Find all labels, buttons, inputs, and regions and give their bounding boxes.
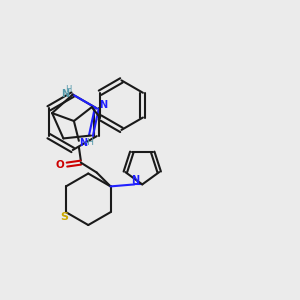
- Text: N: N: [79, 138, 87, 148]
- Text: N: N: [100, 100, 108, 110]
- Text: H: H: [66, 85, 72, 94]
- Text: O: O: [56, 160, 64, 170]
- Text: N: N: [131, 176, 140, 185]
- Text: S: S: [60, 212, 68, 222]
- Text: -H: -H: [85, 138, 95, 147]
- Text: N: N: [61, 88, 69, 98]
